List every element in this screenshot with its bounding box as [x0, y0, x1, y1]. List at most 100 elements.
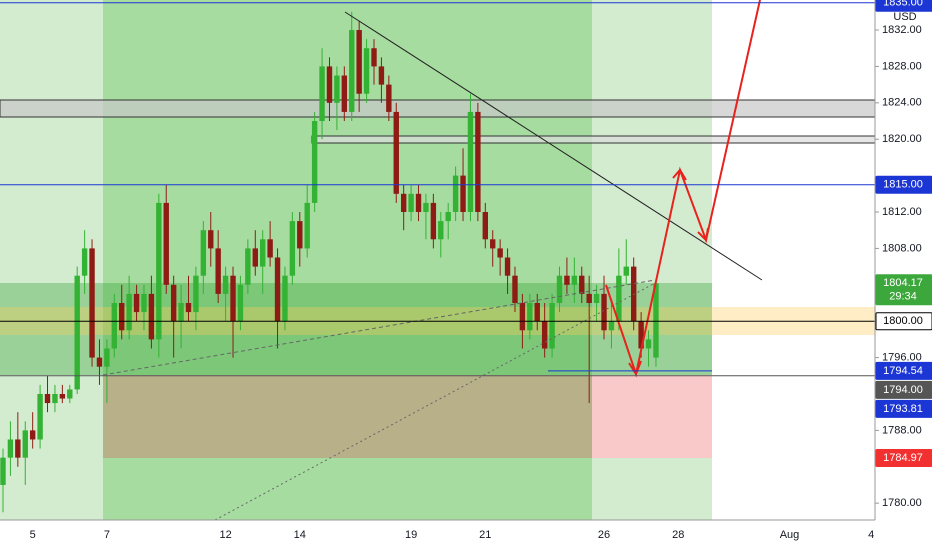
y-tick-label: 1820.00	[882, 133, 922, 145]
candle-body	[527, 302, 533, 331]
candle-body	[519, 302, 526, 331]
candle-body	[408, 193, 414, 213]
price-tag-label: 1794.00	[883, 384, 923, 396]
candle-body	[564, 275, 570, 285]
y-tick-label: 1812.00	[882, 206, 922, 218]
zones	[0, 0, 932, 520]
y-tick-label: 1788.00	[882, 424, 922, 436]
candle-body	[104, 348, 110, 367]
candle-body	[200, 230, 207, 276]
candle-body	[512, 275, 518, 303]
candle-body	[89, 248, 95, 358]
candle-body	[289, 221, 296, 276]
candle-body	[371, 48, 377, 67]
candle-body	[386, 84, 392, 112]
candle-body	[616, 275, 622, 322]
x-tick-label: 26	[598, 529, 610, 541]
candle-body	[297, 221, 303, 249]
candle-body	[504, 257, 511, 276]
candle-body	[579, 275, 585, 294]
candle-body	[170, 284, 177, 322]
candle-body	[252, 248, 258, 267]
candle-body	[245, 248, 251, 285]
candle-body	[267, 239, 273, 258]
drawings	[102, 0, 763, 521]
candle-body	[601, 293, 607, 331]
candle-body	[423, 202, 429, 213]
candle-body	[59, 393, 66, 399]
price-tag-label: 1793.81	[883, 403, 923, 415]
x-tick-label: 7	[104, 529, 110, 541]
candle-body	[631, 266, 637, 322]
candle-body	[237, 284, 244, 322]
price-tag-label: 1835.00	[883, 0, 923, 9]
candle-body	[29, 430, 36, 440]
candle-body	[222, 275, 229, 294]
candle-body	[81, 248, 88, 276]
y-tick-label: 1832.00	[882, 24, 922, 36]
candle-body	[475, 111, 481, 213]
candle-body	[623, 266, 629, 276]
candle-body	[156, 202, 162, 340]
candle-body	[430, 202, 437, 240]
y-tick-label: 1828.00	[882, 60, 922, 72]
trendline	[344, 11, 763, 281]
candle-body	[126, 293, 132, 331]
candle-body	[438, 221, 444, 240]
candle-body	[586, 293, 592, 303]
candle-body	[0, 457, 6, 485]
candle-body	[341, 75, 348, 112]
candle-body	[52, 393, 58, 404]
price-tag	[875, 380, 932, 399]
candle-body	[534, 302, 540, 322]
zone-band	[0, 283, 712, 375]
price-tag	[875, 399, 932, 418]
x-tick-label: 19	[405, 529, 417, 541]
candle-body	[119, 302, 125, 331]
x-tick-label: 12	[219, 529, 231, 541]
price-tag	[875, 274, 932, 306]
candle-body	[37, 393, 43, 440]
candle-body	[400, 193, 407, 213]
candle-body	[304, 202, 310, 249]
candle-body	[363, 48, 370, 94]
y-tick-label: 1824.00	[882, 97, 922, 109]
candle-body	[311, 121, 318, 203]
candle-body	[393, 111, 399, 194]
candle-body	[193, 275, 199, 313]
candle-body	[460, 175, 466, 213]
zone-gray	[0, 99, 876, 118]
price-tag-label: 1794.54	[883, 365, 923, 377]
candle-body	[326, 66, 333, 103]
countdown: 29:34	[889, 291, 917, 303]
price-tag-label: 1804.17	[883, 277, 923, 289]
x-tick-label: 5	[30, 529, 36, 541]
y-tick-label: 1796.00	[882, 351, 922, 363]
price-tag	[875, 175, 932, 194]
levels	[0, 2, 875, 377]
candle-body	[230, 275, 236, 322]
candle-body	[415, 193, 422, 213]
candle-body	[15, 439, 21, 458]
candle-body	[497, 248, 503, 258]
candle-body	[185, 302, 192, 313]
zone-risk	[592, 375, 712, 458]
candle-body	[452, 175, 459, 213]
candle-body	[215, 248, 221, 294]
dashed-line	[102, 279, 656, 376]
candle-body	[67, 389, 73, 399]
price-tag	[875, 312, 932, 331]
candle-body	[638, 321, 644, 349]
arrow-head	[672, 168, 687, 181]
candle-body	[356, 30, 362, 94]
candle-body	[541, 321, 548, 349]
x-tick-label: Aug	[780, 529, 800, 541]
candle-body	[148, 293, 155, 340]
candle-body	[445, 212, 451, 222]
x-tick-label: 28	[672, 529, 684, 541]
price-tag	[875, 0, 932, 12]
candle-body	[74, 275, 80, 390]
dotted-line	[214, 282, 656, 521]
candle-body	[282, 275, 288, 322]
